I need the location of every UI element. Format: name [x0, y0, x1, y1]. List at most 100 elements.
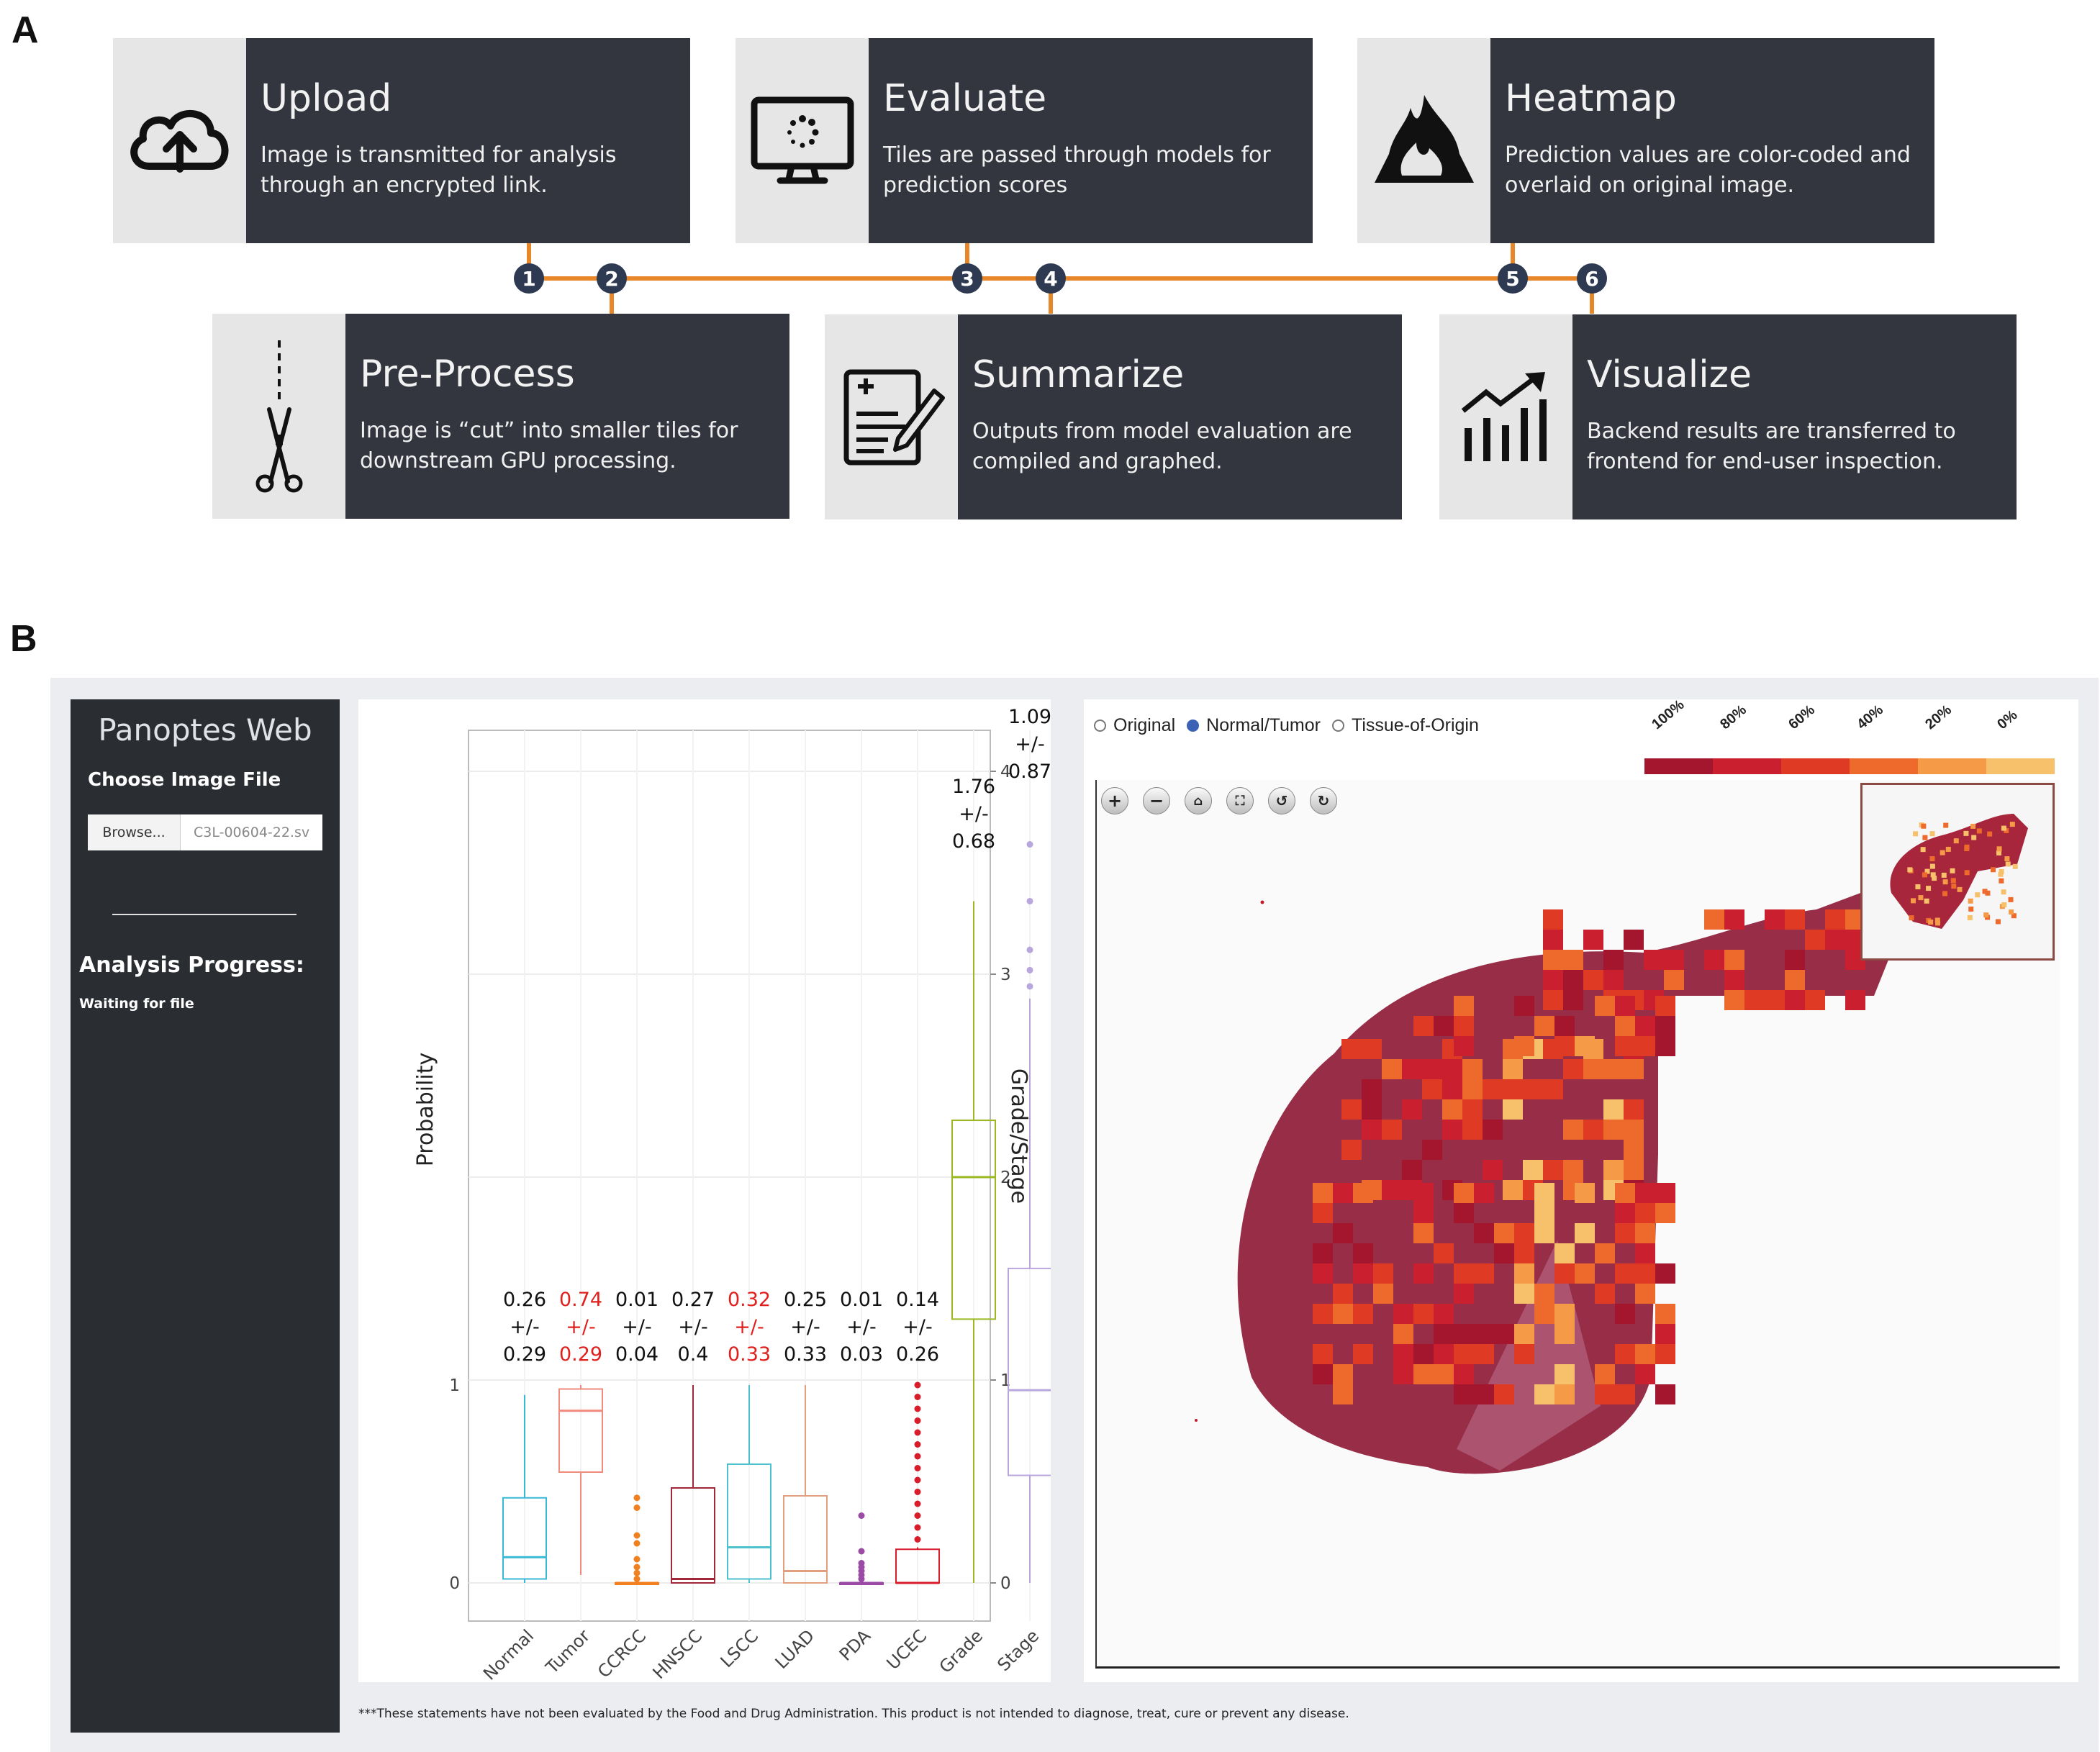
heatmap-tile: [1382, 1059, 1402, 1079]
heatmap-tile: [1595, 1384, 1615, 1404]
outlier-point: [1026, 897, 1033, 904]
heatmap-tile: [1655, 1016, 1675, 1036]
step-desc-line: Outputs from model evaluation are: [972, 419, 1352, 444]
heatmap-tile: [1615, 1223, 1635, 1243]
heatmap-tile: [1583, 1059, 1603, 1079]
minimap-tile: [1957, 886, 1963, 892]
heatmap-tile: [1313, 1203, 1333, 1223]
legend-label: 40%: [1854, 702, 1887, 733]
heatmap-tile: [1353, 1304, 1373, 1324]
rotate-right-icon[interactable]: ↻: [1310, 787, 1337, 814]
step-desc-line: downstream GPU processing.: [360, 448, 676, 473]
heatmap-tile: [1313, 1304, 1333, 1324]
rotate-left-icon[interactable]: ↺: [1268, 787, 1295, 814]
outlier-point: [1026, 841, 1033, 848]
x-tick-label: HNSCC: [649, 1625, 707, 1682]
y-tick-label: 0: [449, 1574, 460, 1593]
step-upload: Upload Image is transmitted for analysis…: [113, 38, 690, 243]
radio-label: Original: [1113, 715, 1176, 735]
heatmap-tile: [1615, 1384, 1635, 1404]
heatmap-tile: [1575, 1223, 1595, 1243]
box-stage: [1008, 841, 1052, 1583]
radio-label: Tissue-of-Origin: [1351, 715, 1479, 735]
mean-sd-annotation: 0.01 +/- 0.04: [615, 1289, 658, 1366]
heatmap-tile: [1382, 1180, 1402, 1200]
x-tick-label: Normal: [479, 1625, 538, 1682]
timeline-number: 5: [1506, 267, 1519, 291]
outlier-point: [1026, 983, 1033, 990]
heatmap-tile: [1554, 1016, 1575, 1036]
heatmap-tile: [1624, 1059, 1644, 1079]
heatmap-tile: [1583, 970, 1603, 990]
annotation-text: +/-: [510, 1316, 539, 1338]
heatmap-tile: [1413, 1263, 1434, 1284]
heatmap-tile: [1373, 1263, 1393, 1284]
tissue-heatmap[interactable]: [1097, 780, 2060, 1666]
heatmap-tile: [1514, 1036, 1534, 1056]
growth-chart-icon: [1439, 314, 1572, 519]
heatmap-tile: [1341, 1039, 1362, 1059]
heatmap-tile: [1534, 1183, 1554, 1203]
radio-tissue-of-origin[interactable]: Tissue-of-Origin: [1331, 715, 1479, 736]
zoom-out-icon[interactable]: −: [1143, 787, 1170, 814]
step-title: Pre-Process: [360, 353, 575, 396]
cloud-upload-icon: [113, 38, 246, 243]
heatmap-tile: [1422, 1079, 1442, 1099]
box-body: [727, 1463, 771, 1580]
annotation-text: +/-: [790, 1316, 820, 1338]
heatmap-tile: [1624, 930, 1644, 950]
heatmap-tile: [1624, 1120, 1644, 1140]
file-name-field[interactable]: C3L-00604-22.sv: [194, 825, 310, 840]
heatmap-tile: [1635, 1364, 1655, 1384]
heatmap-tile: [1503, 1079, 1523, 1099]
heatmap-tile: [1413, 1183, 1434, 1203]
heatmap-tile: [1655, 1036, 1675, 1056]
minimap-tile: [2009, 822, 2015, 827]
legend-swatch: [1644, 758, 1713, 774]
browse-button[interactable]: Browse...: [88, 814, 181, 850]
heatmap-tile: [1655, 1183, 1675, 1203]
flame-icon: [1357, 38, 1490, 243]
heatmap-tile: [1704, 950, 1724, 970]
fullscreen-icon[interactable]: ⛶: [1226, 787, 1254, 814]
zoom-in-icon[interactable]: +: [1101, 787, 1128, 814]
minimap-tile: [1950, 878, 1956, 884]
heatmap-tile: [1442, 1079, 1462, 1099]
radio-button[interactable]: [1094, 720, 1106, 732]
radio-original[interactable]: Original: [1094, 715, 1175, 736]
y2-tick-label: 2: [1000, 1168, 1011, 1187]
minimap-tile: [1951, 884, 1957, 889]
annotation-text: 1.09: [1008, 706, 1051, 728]
heatmap-tile: [1462, 1120, 1483, 1140]
minimap-tile: [1963, 830, 1969, 836]
outlier-point: [1026, 966, 1033, 973]
minimap-navigator[interactable]: [1860, 783, 2055, 961]
heatmap-tile: [1635, 1036, 1655, 1056]
radio-normal-tumor[interactable]: Normal/Tumor: [1187, 715, 1321, 736]
minimap-tile: [2009, 909, 2014, 915]
outlier-point: [914, 1417, 921, 1424]
radio-button[interactable]: [1331, 720, 1344, 732]
y-axis-left: 01: [449, 1376, 460, 1593]
heatmap-tile: [1362, 1079, 1382, 1099]
heatmap-tile: [1514, 1223, 1534, 1243]
annotation-text: 0.87: [1008, 761, 1051, 783]
outlier-point: [914, 1536, 921, 1543]
y-tick-label: 1: [449, 1376, 460, 1395]
mean-sd-annotation: 0.32 +/- 0.33: [728, 1289, 771, 1366]
radio-button-selected[interactable]: [1187, 720, 1200, 732]
minimap-tile: [2004, 855, 2010, 861]
minimap-tile: [1942, 891, 1948, 897]
outlier-point: [914, 1441, 921, 1448]
heatmap-tile: [1313, 1364, 1333, 1384]
heatmap-tile: [1635, 1284, 1655, 1304]
home-icon[interactable]: ⌂: [1185, 787, 1212, 814]
file-input[interactable]: Browse... C3L-00604-22.sv: [88, 814, 322, 850]
outlier-point: [914, 1453, 921, 1460]
box-body: [783, 1495, 828, 1584]
annotation-text: +/-: [1015, 733, 1044, 755]
heatmap-tile: [1402, 1059, 1422, 1079]
slide-viewport[interactable]: + − ⌂ ⛶ ↺ ↻: [1095, 780, 2060, 1669]
heatmap-tile: [1373, 1284, 1393, 1304]
heatmap-tile: [1765, 990, 1785, 1010]
